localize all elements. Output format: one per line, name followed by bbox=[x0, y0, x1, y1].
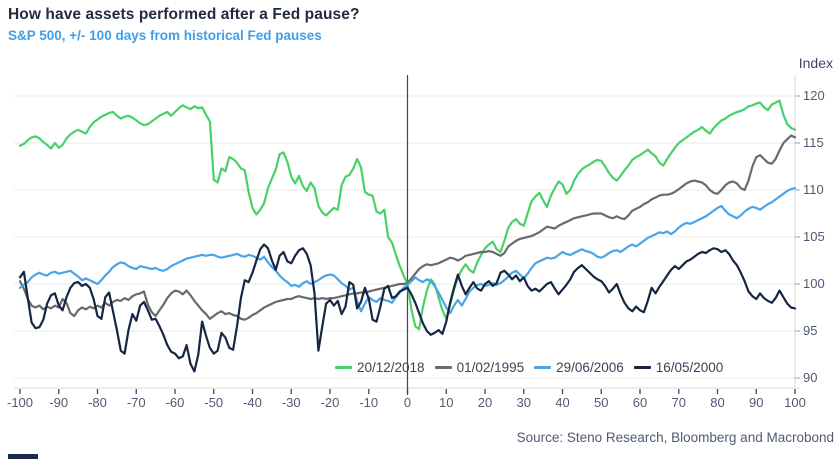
y-tick-label: 95 bbox=[803, 323, 818, 338]
x-tick-label: -80 bbox=[88, 395, 107, 410]
legend-dash-icon bbox=[534, 366, 552, 369]
x-tick-label: 20 bbox=[477, 395, 493, 410]
x-tick-label: 70 bbox=[671, 395, 686, 410]
x-tick-label: -20 bbox=[320, 395, 340, 410]
series-line-16-05-2000 bbox=[18, 243, 797, 373]
x-tick-label: 10 bbox=[439, 395, 454, 410]
legend-dash-icon bbox=[633, 366, 651, 369]
x-tick-label: 100 bbox=[784, 395, 806, 410]
x-tick-label: 30 bbox=[516, 395, 531, 410]
x-tick-label: -50 bbox=[204, 395, 224, 410]
x-tick-label: -10 bbox=[359, 395, 379, 410]
legend-item: 20/12/2018 bbox=[335, 360, 425, 375]
y-tick-label: 105 bbox=[803, 229, 825, 244]
x-tick-label: 40 bbox=[555, 395, 570, 410]
y-tick-label: 90 bbox=[803, 370, 818, 385]
y-axis-title: Index bbox=[798, 55, 833, 71]
x-tick-label: -30 bbox=[281, 395, 301, 410]
x-tick-label: 60 bbox=[632, 395, 648, 410]
legend-dash-icon bbox=[335, 366, 352, 369]
legend-label: 29/06/2006 bbox=[556, 360, 624, 375]
x-tick-label: -100 bbox=[6, 395, 34, 410]
x-tick-label: -60 bbox=[165, 395, 185, 410]
x-tick-label: 90 bbox=[749, 395, 764, 410]
x-tick-label: 50 bbox=[594, 395, 609, 410]
x-tick-label: -90 bbox=[49, 395, 69, 410]
x-tick-label: 80 bbox=[710, 395, 725, 410]
x-tick-label: -40 bbox=[243, 395, 262, 410]
legend-item: 01/02/1995 bbox=[434, 360, 525, 375]
x-tick-label: 0 bbox=[403, 395, 412, 410]
legend-label: 20/12/2018 bbox=[357, 360, 425, 375]
y-tick-label: 120 bbox=[803, 88, 825, 103]
chart-header: How have assets performed after a Fed pa… bbox=[8, 6, 360, 43]
source-attribution: Source: Steno Research, Bloomberg and Ma… bbox=[516, 430, 834, 445]
bottom-left-bar bbox=[8, 454, 38, 459]
y-tick-label: 100 bbox=[803, 276, 825, 291]
series-line-29-06-2006 bbox=[18, 187, 797, 315]
series-line-01-02-1995 bbox=[18, 134, 797, 321]
legend-dash-icon bbox=[434, 366, 452, 369]
legend-item: 16/05/2000 bbox=[633, 360, 724, 375]
legend-label: 01/02/1995 bbox=[456, 360, 525, 375]
y-tick-label: 115 bbox=[803, 135, 824, 150]
legend-label: 16/05/2000 bbox=[655, 360, 724, 375]
legend-item: 29/06/2006 bbox=[534, 360, 624, 375]
chart-legend: 20/12/2018 01/02/1995 29/06/2006 16/05/2000 bbox=[335, 360, 723, 375]
y-tick-label: 110 bbox=[803, 182, 824, 197]
x-tick-label: -70 bbox=[126, 395, 146, 410]
page-subtitle: S&P 500, +/- 100 days from historical Fe… bbox=[8, 28, 322, 43]
page-title: How have assets performed after a Fed pa… bbox=[8, 6, 360, 23]
